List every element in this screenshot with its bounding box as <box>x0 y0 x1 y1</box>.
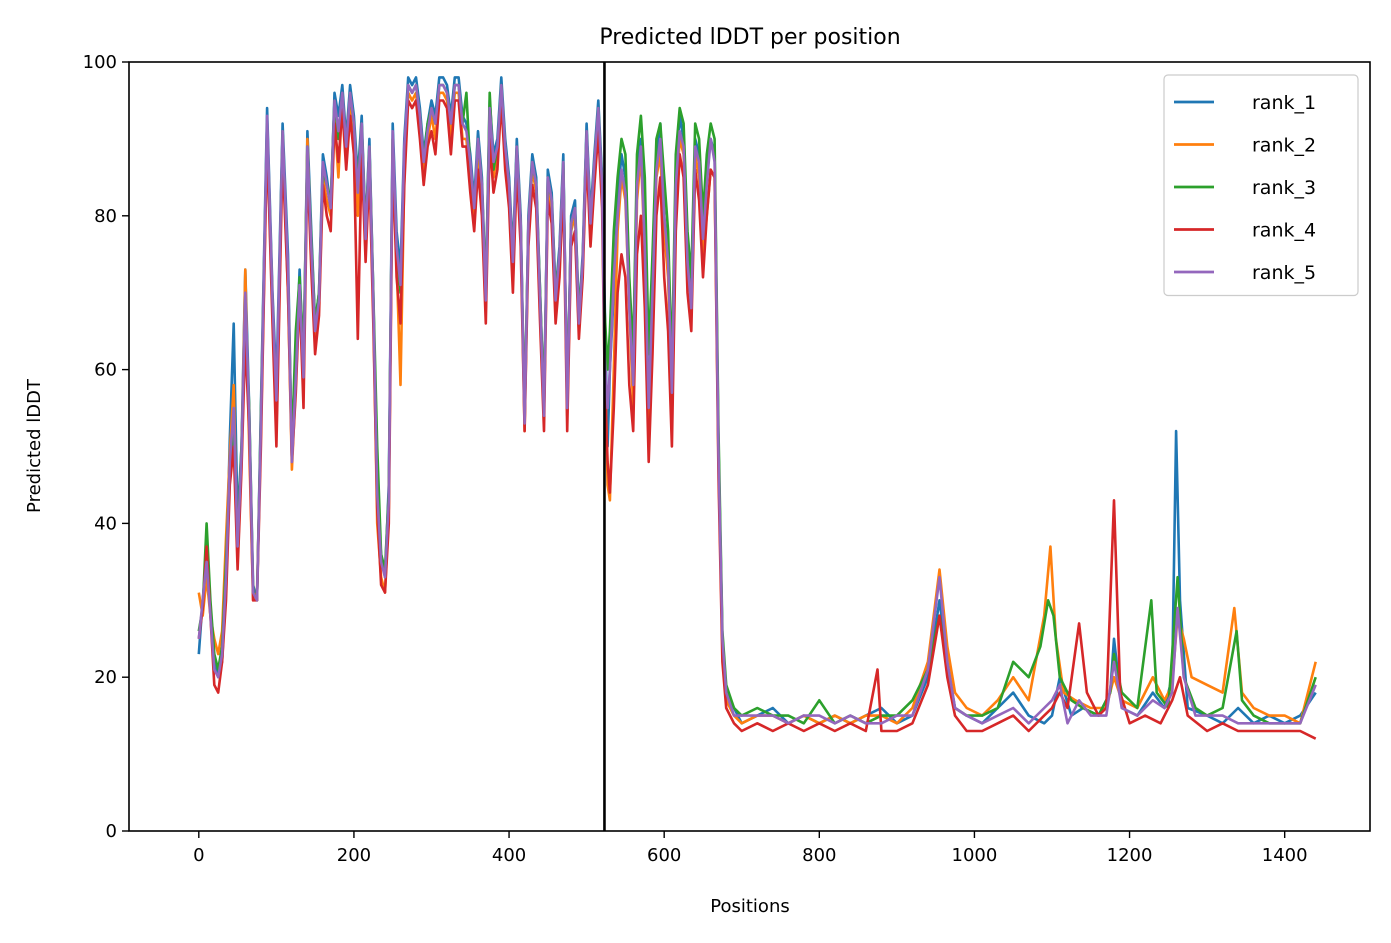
x-tick-label: 600 <box>647 845 681 866</box>
series-line-rank-5 <box>197 83 1317 725</box>
plot-frame <box>128 61 1371 832</box>
legend: rank_1 rank_2 rank_3 rank_4 rank_5 <box>1163 74 1359 297</box>
legend-label-rank-1: rank_1 <box>1252 92 1316 114</box>
y-tick-label: 100 <box>83 52 117 73</box>
x-tick-label: 1000 <box>952 845 998 866</box>
legend-label-rank-5: rank_5 <box>1252 262 1316 284</box>
y-tick-label: 40 <box>94 513 117 534</box>
plot-area <box>197 62 1317 831</box>
x-tick-label: 800 <box>802 845 836 866</box>
y-axis-label: Predicted lDDT <box>24 378 45 513</box>
y-tick-label: 80 <box>94 206 117 227</box>
legend-label-rank-3: rank_3 <box>1252 177 1316 199</box>
y-tick-label: 60 <box>94 360 117 381</box>
legend-label-rank-4: rank_4 <box>1252 220 1316 242</box>
x-tick-label: 400 <box>492 845 526 866</box>
x-axis-label: Positions <box>710 896 789 917</box>
x-tick-label: 1200 <box>1107 845 1153 866</box>
x-tick-label: 200 <box>337 845 371 866</box>
chart-title: Predicted lDDT per position <box>599 25 900 50</box>
series-line-rank-4 <box>197 99 1317 740</box>
y-tick-label: 20 <box>94 667 117 688</box>
x-tick-label: 0 <box>193 845 204 866</box>
legend-label-rank-2: rank_2 <box>1252 135 1316 157</box>
axes: 0 200 400 600 800 1000 1200 1400 0 20 40 60 80 100 <box>83 52 1371 866</box>
series-lines <box>197 76 1317 740</box>
series-line-rank-3 <box>197 83 1317 725</box>
y-tick-label: 0 <box>106 821 117 842</box>
legend-box <box>1163 74 1359 297</box>
x-tick-label: 1400 <box>1262 845 1308 866</box>
